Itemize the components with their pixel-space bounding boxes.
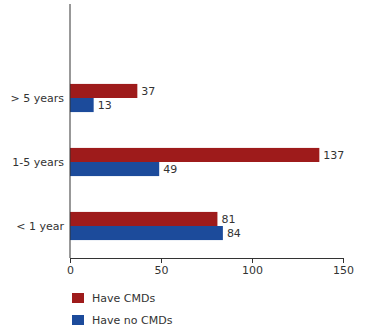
legend-label: Have CMDs [92,292,155,305]
x-tick-label: 100 [242,264,263,277]
y-tick: 1-5 years [12,156,64,169]
bar [70,226,223,240]
legend-label: Have no CMDs [92,314,173,327]
y-tick-label: 1-5 years [12,156,64,169]
x-tick: 100 [242,258,263,277]
data-label: 13 [98,99,112,112]
x-tick-mark [70,258,71,263]
chart: 81 137 37 84 49 13 0 50 100 150 < 1 year 1-5 years >… [0,0,375,330]
y-tick: < 1 year [16,220,64,233]
legend-swatch [72,315,84,325]
y-tick-label: < 1 year [16,220,64,233]
bar [70,162,159,176]
data-label: 37 [141,85,155,98]
x-tick-mark [252,258,253,263]
legend-swatch [72,293,84,303]
x-tick-label: 0 [67,264,74,277]
x-axis-line [71,259,344,264]
y-tick: > 5 years [11,92,65,105]
bars [70,84,319,240]
x-tick: 50 [155,258,169,277]
x-tick-label: 150 [333,264,354,277]
x-tick: 150 [333,258,354,277]
bar [70,84,137,98]
x-tick-mark [161,258,162,263]
data-label: 81 [221,213,235,226]
y-tick-label: > 5 years [11,92,65,105]
x-tick-mark [343,258,344,263]
x-tick: 0 [67,258,74,277]
y-axis: < 1 year 1-5 years > 5 years [11,4,70,258]
bar [70,212,217,226]
data-label: 49 [163,163,177,176]
x-axis: 0 50 100 150 [67,258,354,277]
data-label: 137 [323,149,344,162]
bar [70,148,319,162]
bar [70,98,94,112]
y-axis-line [70,4,71,258]
data-label: 84 [227,227,241,240]
x-tick-label: 50 [155,264,169,277]
data-labels: 81 137 37 84 49 13 [98,85,345,240]
legend: Have CMDs Have no CMDs [72,292,173,327]
